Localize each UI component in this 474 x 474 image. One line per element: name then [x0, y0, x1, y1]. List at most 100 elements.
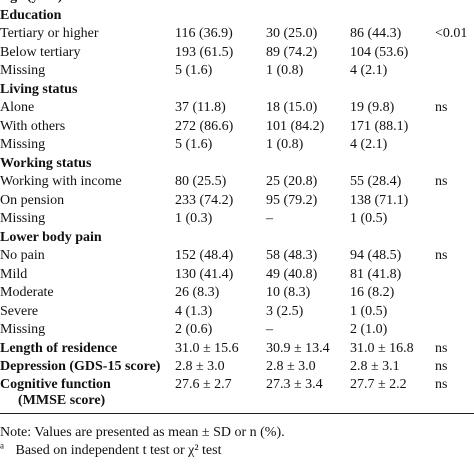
total-value: 5 (1.6)	[175, 63, 213, 78]
p-value: ns	[435, 376, 448, 392]
group1-value: 10 (8.3)	[266, 285, 311, 300]
group2-value: 1 (0.5)	[350, 211, 388, 226]
row-label-line2: (MMSE score)	[18, 392, 106, 408]
row-label: Moderate	[0, 285, 54, 300]
group2-value: 19 (9.8)	[350, 100, 395, 115]
table-row: On pension 233 (74.2) 95 (79.2) 138 (71.1)	[0, 192, 474, 211]
table-row: Moderate 26 (8.3) 10 (8.3) 16 (8.2)	[0, 284, 474, 303]
table-row: Mild 130 (41.4) 49 (40.8) 81 (41.8)	[0, 266, 474, 285]
group1-value: 58 (48.3)	[266, 248, 318, 263]
row-label: No pain	[0, 248, 45, 263]
footnote-tests: a Based on independent t test or χ² test	[0, 439, 474, 460]
table-row: Tertiary or higher 116 (36.9) 30 (25.0) 86 …	[0, 25, 474, 44]
row-heading: Education	[0, 7, 62, 23]
footnote-marker: a	[0, 439, 4, 450]
row-label: With others	[0, 118, 66, 134]
row-label: Missing	[0, 137, 46, 152]
group1-value: –	[266, 211, 273, 226]
p-value: ns	[435, 248, 448, 263]
total-value: 1 (0.3)	[175, 211, 213, 226]
group1-value: 3 (2.5)	[266, 303, 304, 319]
group2-value: 4 (2.1)	[350, 137, 388, 152]
total-value: 2.8 ± 3.0	[175, 359, 225, 374]
table-row: Below tertiary 193 (61.5) 89 (74.2) 104 (53…	[0, 44, 474, 63]
group1-value: 30.9 ± 13.4	[266, 340, 330, 356]
table-row: Missing 2 (0.6) – 2 (1.0)	[0, 321, 474, 340]
row-label: Working with income	[0, 174, 122, 189]
row-heading: Lower body pain	[0, 229, 102, 245]
total-value: 116 (36.9)	[175, 26, 233, 41]
total-value: 272 (86.6)	[175, 118, 234, 134]
table-page: Age (year) 74.6 ± 5.3 73.8 ± 5.0 75.2 ± 5.4…	[0, 0, 474, 460]
total-value: 193 (61.5)	[175, 44, 234, 60]
row-label: Below tertiary	[0, 44, 81, 60]
footnote-tests-text: Based on independent t test or χ² test	[15, 442, 222, 458]
group1-value: 1 (0.8)	[266, 63, 304, 78]
row-label: On pension	[0, 192, 65, 208]
row-label: Mild	[0, 266, 28, 282]
table-row: Severe 4 (1.3) 3 (2.5) 1 (0.5)	[0, 303, 474, 322]
row-label-line1: Cognitive function	[0, 376, 111, 392]
table-row: Cognitive function (MMSE score) 27.6 ± 2.7…	[0, 377, 474, 411]
group1-value: 101 (84.2)	[266, 118, 325, 134]
group2-value: 138 (71.1)	[350, 192, 409, 208]
total-value: 233 (74.2)	[175, 192, 234, 208]
group2-value: 94 (48.5)	[350, 248, 402, 263]
characteristics-table: Age (year) 74.6 ± 5.3 73.8 ± 5.0 75.2 ± 5.4…	[0, 0, 474, 411]
table-row: Working status	[0, 155, 474, 174]
group2-value: 104 (53.6)	[350, 44, 409, 60]
table-row: Lower body pain	[0, 229, 474, 248]
table-row: With others 272 (86.6) 101 (84.2) 171 (88.1…	[0, 118, 474, 137]
table-row: Education	[0, 7, 474, 26]
row-label: Missing	[0, 211, 46, 226]
table-row: No pain 152 (48.4) 58 (48.3) 94 (48.5) ns	[0, 247, 474, 266]
group2-value: 171 (88.1)	[350, 118, 409, 134]
group1-value: –	[266, 322, 273, 337]
group2-value: 75.2 ± 5.4	[350, 0, 407, 7]
group1-value: 73.8 ± 5.0	[266, 0, 323, 7]
p-value: ns	[435, 359, 448, 374]
group2-value: 81 (41.8)	[350, 266, 402, 282]
group1-value: 95 (79.2)	[266, 192, 318, 208]
p-value: ns	[435, 174, 448, 189]
group2-value: 2.8 ± 3.1	[350, 359, 400, 374]
row-label: Missing	[0, 63, 46, 78]
table-row: Age (year) 74.6 ± 5.3 73.8 ± 5.0 75.2 ± 5.4…	[0, 0, 474, 7]
group1-value: 25 (20.8)	[266, 174, 318, 189]
group1-value: 30 (25.0)	[266, 26, 318, 41]
group1-value: 18 (15.0)	[266, 100, 318, 115]
total-value: 37 (11.8)	[175, 100, 226, 115]
group2-value: 31.0 ± 16.8	[350, 340, 414, 356]
row-label: Tertiary or higher	[0, 26, 99, 41]
row-label: Severe	[0, 303, 39, 319]
group2-value: 55 (28.4)	[350, 174, 402, 189]
total-value: 4 (1.3)	[175, 303, 213, 319]
row-label: Missing	[0, 322, 46, 337]
table-row: Working with income 80 (25.5) 25 (20.8) 55 …	[0, 173, 474, 192]
group2-value: 2 (1.0)	[350, 322, 388, 337]
row-heading: Living status	[0, 81, 78, 97]
total-value: 130 (41.4)	[175, 266, 234, 282]
group2-value: 86 (44.3)	[350, 26, 402, 41]
row-heading: Length of residence	[0, 340, 118, 356]
table-bottom-rule	[0, 412, 474, 414]
group1-value: 89 (74.2)	[266, 44, 318, 60]
total-value: 27.6 ± 2.7	[175, 376, 232, 392]
row-heading: Cognitive function (MMSE score)	[0, 377, 111, 409]
group2-value: 27.7 ± 2.2	[350, 376, 407, 392]
table-row: Length of residence 31.0 ± 15.6 30.9 ± 13.…	[0, 340, 474, 359]
p-value: ns	[435, 100, 448, 115]
total-value: 2 (0.6)	[175, 322, 213, 337]
total-value: 31.0 ± 15.6	[175, 340, 239, 356]
group1-value: 2.8 ± 3.0	[266, 359, 316, 374]
table-row: Missing 5 (1.6) 1 (0.8) 4 (2.1)	[0, 62, 474, 81]
table-row: Depression (GDS-15 score) 2.8 ± 3.0 2.8 ± …	[0, 358, 474, 377]
group1-value: 49 (40.8)	[266, 266, 318, 282]
p-value: <0.01	[435, 26, 468, 41]
total-value: 152 (48.4)	[175, 248, 234, 263]
total-value: 80 (25.5)	[175, 174, 227, 189]
row-heading: Working status	[0, 155, 92, 171]
table-row: Missing 5 (1.6) 1 (0.8) 4 (2.1)	[0, 136, 474, 155]
table-row: Alone 37 (11.8) 18 (15.0) 19 (9.8) ns	[0, 99, 474, 118]
group2-value: 16 (8.2)	[350, 285, 395, 300]
